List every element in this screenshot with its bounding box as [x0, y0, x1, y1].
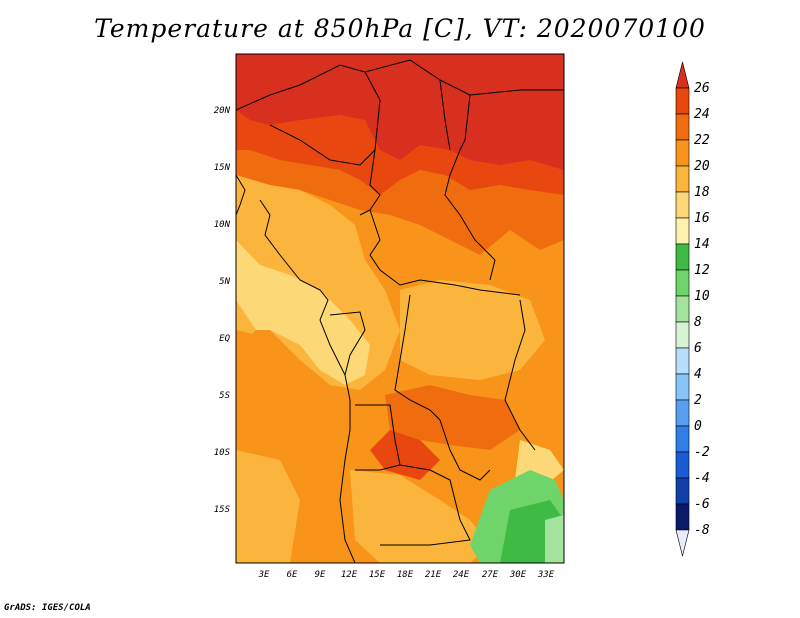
lon-label: 9E [315, 570, 326, 580]
colorbar-label: -4 [694, 471, 710, 486]
colorbar-label: 10 [694, 289, 710, 304]
colorbar-segment [675, 191, 690, 219]
map-title: Temperature at 850hPa [C], VT: 202007010… [94, 14, 706, 43]
colorbar-label: 0 [694, 419, 702, 434]
colorbar-label: 20 [694, 159, 710, 174]
lat-label: 5S [219, 391, 230, 401]
colorbar-label: -6 [694, 497, 710, 512]
lat-label: 10S [214, 448, 231, 458]
lon-label: 30E [509, 570, 527, 580]
colorbar-segment [675, 295, 690, 323]
colorbar-top-arrow [675, 61, 690, 89]
colorbar-label: 12 [694, 263, 710, 278]
colorbar-label: 18 [694, 185, 710, 200]
colorbar-segment [675, 425, 690, 453]
lon-label: 27E [482, 570, 499, 580]
colorbar-label: 24 [694, 107, 710, 122]
colorbar-label: 26 [694, 81, 710, 96]
lon-label: 3E [258, 570, 270, 580]
latitude-axis: 20N 15N 10N 5N EQ 5S 10S 15S [214, 106, 231, 515]
lon-label: 21E [425, 570, 442, 580]
lat-label: 15S [214, 505, 231, 515]
colorbar-segment [675, 269, 690, 297]
lon-label: 12E [341, 570, 358, 580]
colorbar-label: 22 [694, 133, 710, 148]
colorbar-segment [675, 113, 690, 141]
colorbar-segment [675, 321, 690, 349]
colorbar-segment [675, 165, 690, 193]
colorbar-label: 4 [694, 367, 702, 382]
colorbar-label: 14 [694, 237, 710, 252]
lat-label: 5N [219, 277, 230, 287]
colorbar-segment [675, 503, 690, 531]
grads-credit: GrADS: IGES/COLA [4, 603, 91, 613]
colorbar-label: 16 [694, 211, 710, 226]
colorbar-segment [675, 451, 690, 479]
lon-label: 18E [397, 570, 414, 580]
country-borders [236, 59, 564, 563]
lon-label: 24E [453, 570, 470, 580]
longitude-axis: 3E 6E 9E 12E 15E 18E 21E 24E 27E 30E 33E [258, 570, 555, 580]
colorbar-segment [675, 243, 690, 271]
lat-label: 15N [214, 163, 231, 173]
colorbar-label: 8 [694, 315, 702, 330]
colorbar-label: -2 [694, 445, 710, 460]
colorbar-label: -8 [694, 523, 710, 538]
lat-label: EQ [219, 334, 230, 344]
lon-label: 33E [537, 570, 555, 580]
colorbar-segment [675, 477, 690, 505]
temperature-field [236, 54, 564, 563]
colorbar-label: 2 [694, 393, 702, 408]
colorbar-segment [675, 399, 690, 427]
colorbar-segment [675, 347, 690, 375]
map-frame [235, 53, 565, 564]
colorbar-label: 6 [694, 341, 702, 356]
colorbar-segment [675, 139, 690, 167]
colorbar-segment [675, 217, 690, 245]
lon-label: 6E [287, 570, 298, 580]
colorbar-segment [675, 87, 690, 115]
lat-label: 10N [214, 220, 231, 230]
lon-label: 15E [369, 570, 386, 580]
colorbar-segment [675, 373, 690, 401]
colorbar-bottom-arrow [675, 529, 690, 557]
lat-label: 20N [214, 106, 231, 116]
